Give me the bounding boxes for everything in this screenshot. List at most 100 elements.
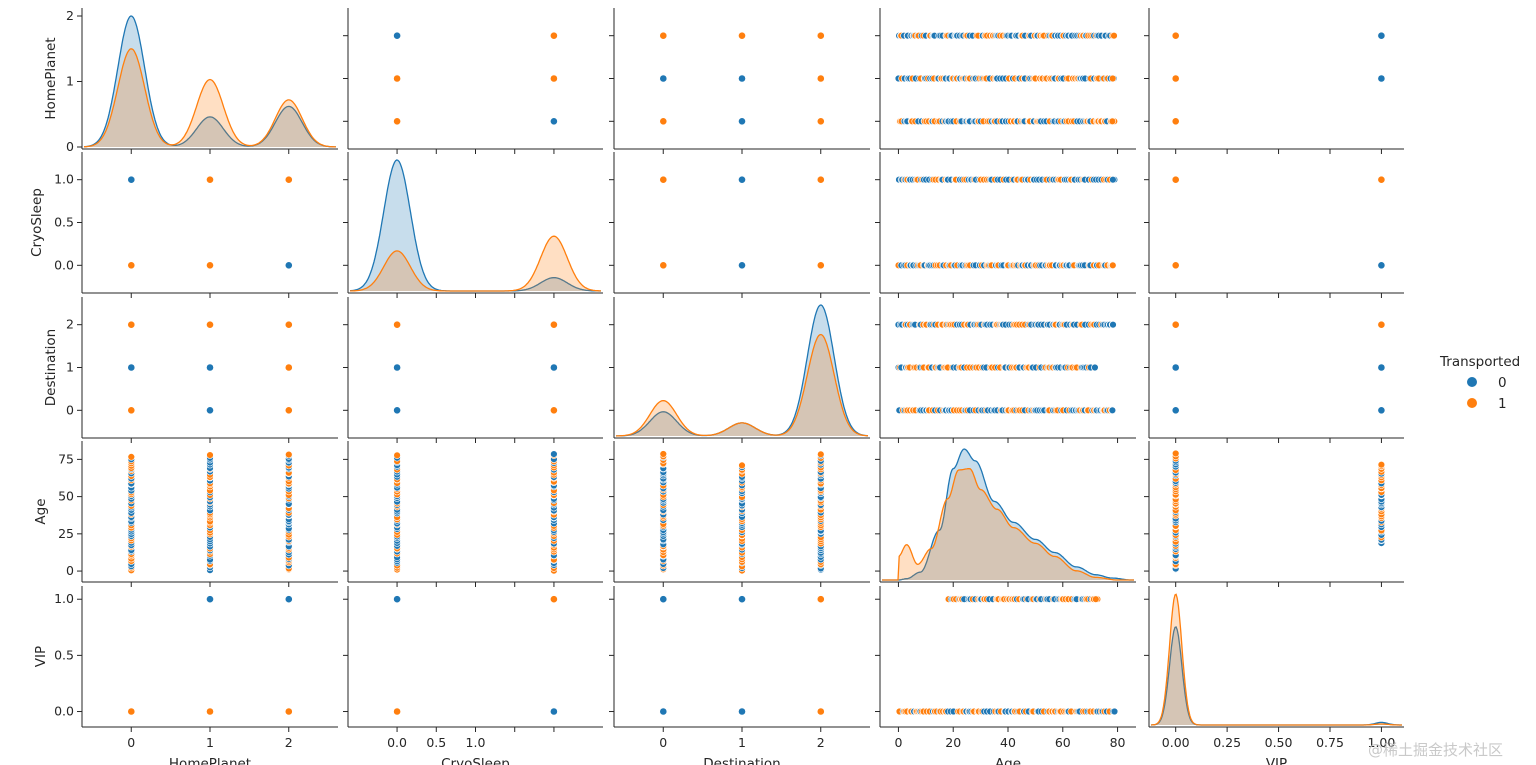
scatter-point	[816, 74, 825, 83]
x-axis-label-cryosleep: CryoSleep	[441, 756, 510, 765]
scatter-point	[284, 175, 293, 184]
scatter-point	[1171, 449, 1180, 458]
scatter-point	[1171, 31, 1180, 40]
scatter-point	[550, 31, 558, 40]
watermark: @稀土掘金技术社区	[1368, 741, 1503, 759]
scatter-point	[1108, 74, 1117, 83]
scatter-point	[738, 74, 746, 83]
scatter-point	[284, 595, 293, 604]
x-tick-label: 80	[1110, 735, 1126, 750]
x-tick-label: 2	[817, 735, 825, 750]
panel-destination-vs-homeplanet: 0 1 2	[66, 297, 338, 443]
panel-homeplanet-vs-destination	[609, 8, 870, 154]
scatter-point	[284, 363, 293, 372]
scatter-point	[127, 707, 136, 716]
panel-cryosleep-vs-cryosleep	[343, 152, 603, 298]
scatter-point	[659, 117, 668, 126]
scatter-point	[127, 453, 136, 461]
scatter-point	[550, 363, 558, 372]
kde-fill-vip-1	[1151, 594, 1402, 725]
panel-age-vs-homeplanet: 0 25 50 75	[58, 441, 338, 587]
panel-age-vs-age	[875, 441, 1136, 587]
panel-homeplanet-vs-cryosleep	[343, 8, 603, 154]
y-tick-label: 0	[66, 139, 74, 154]
y-axis-label-homeplanet: HomePlanet	[43, 37, 59, 119]
scatter-point	[393, 31, 401, 40]
kde-line-cryosleep-1	[350, 235, 601, 292]
scatter-point	[738, 175, 746, 184]
legend-label-1: 1	[1498, 396, 1507, 412]
y-axis-label-cryosleep: CryoSleep	[29, 188, 45, 257]
scatter-point	[738, 117, 746, 126]
panel-age-vs-vip	[1144, 441, 1404, 587]
scatter-point	[816, 117, 825, 126]
panel-vip-vs-vip: 0.00 0.25 0.50 0.75 1.00	[1144, 586, 1404, 750]
scatter-point	[1377, 31, 1386, 40]
scatter-point	[550, 595, 558, 604]
kde-line-vip-1	[1150, 593, 1402, 726]
scatter-point	[206, 363, 214, 372]
legend-title: Transported	[1439, 354, 1520, 370]
scatter-point	[1108, 117, 1117, 126]
scatter-point	[550, 74, 558, 83]
scatter-point	[1171, 74, 1180, 83]
x-tick-label: 1.0	[466, 735, 486, 750]
scatter-point	[1377, 320, 1386, 329]
scatter-point	[127, 261, 136, 270]
scatter-point	[550, 450, 558, 458]
y-tick-label: 0.0	[54, 257, 74, 272]
panel-vip-vs-destination: 0 1 2	[609, 586, 870, 750]
scatter-point	[206, 707, 214, 716]
y-tick-label: 2	[66, 317, 74, 332]
x-tick-label: 0.0	[387, 735, 407, 750]
y-tick-label: 0	[66, 563, 74, 578]
scatter-point	[1110, 31, 1118, 40]
scatter-point	[659, 707, 668, 716]
scatter-point	[1091, 363, 1099, 372]
y-tick-label: 1.0	[54, 172, 74, 187]
scatter-point	[659, 31, 668, 40]
scatter-point	[659, 175, 668, 184]
scatter-point	[659, 595, 668, 604]
kde-fill-cryosleep-1	[350, 236, 601, 291]
panel-vip-vs-age: 0 20 40 60 80	[875, 586, 1136, 750]
x-tick-label: 0	[659, 735, 667, 750]
x-tick-label: 0.5	[426, 735, 446, 750]
panel-homeplanet-vs-homeplanet: 0 1 2	[66, 8, 338, 154]
y-tick-label: 25	[58, 526, 74, 541]
scatter-point	[393, 406, 401, 415]
panel-destination-vs-age	[875, 297, 1136, 443]
scatter-point	[284, 707, 293, 716]
y-tick-label: 50	[58, 489, 74, 504]
x-axis-label-destination: Destination	[703, 756, 780, 765]
scatter-point	[1109, 176, 1117, 184]
x-tick-label: 20	[945, 735, 961, 750]
scatter-point	[550, 707, 558, 716]
scatter-point	[550, 320, 558, 329]
panel-destination-vs-destination	[609, 297, 870, 443]
scatter-point	[1110, 707, 1119, 716]
panel-vip-vs-homeplanet: 0.0 0.5 1.0 0 1 2	[54, 586, 338, 750]
x-axis-label-vip: VIP	[1266, 756, 1287, 765]
scatter-point	[550, 117, 558, 126]
x-tick-label: 0	[894, 735, 902, 750]
y-axis-label-age: Age	[33, 498, 49, 524]
x-tick-label: 0.00	[1162, 735, 1190, 750]
y-tick-label: 0.0	[54, 704, 74, 719]
panel-vip-vs-cryosleep: 0.0 0.5 1.0	[343, 586, 603, 750]
scatter-point	[1171, 406, 1180, 415]
scatter-point	[659, 450, 667, 458]
scatter-point	[393, 117, 401, 126]
scatter-point	[206, 320, 214, 329]
scatter-point	[738, 261, 746, 270]
scatter-point	[284, 320, 293, 329]
x-tick-label: 60	[1055, 735, 1071, 750]
x-axis-label-homeplanet: HomePlanet	[169, 756, 251, 765]
scatter-point	[1377, 261, 1386, 270]
scatter-point	[1171, 363, 1180, 372]
scatter-point	[393, 320, 401, 329]
scatter-point	[284, 261, 293, 270]
scatter-point	[127, 406, 136, 415]
scatter-point	[817, 450, 825, 458]
